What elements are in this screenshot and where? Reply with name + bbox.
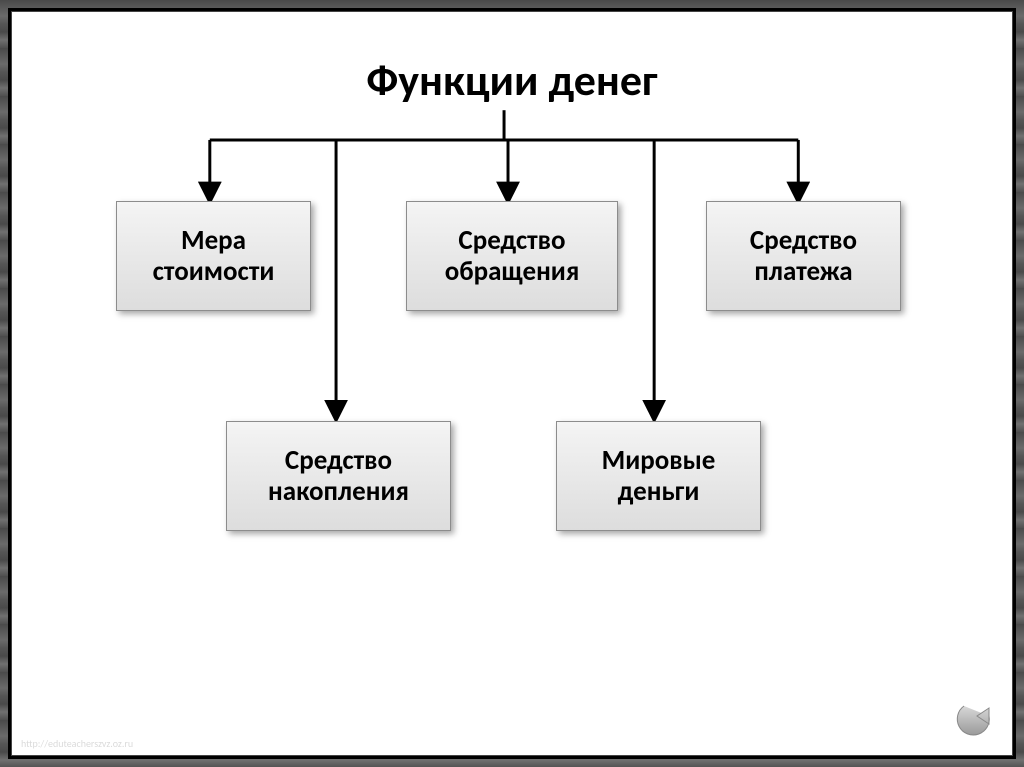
diagram-canvas: Функции денег Мерастоимости Средствообращ… [11,11,1013,756]
slide-frame: Функции денег Мерастоимости Средствообращ… [0,0,1024,767]
arrow-layer [11,11,1013,756]
node-n1: Мерастоимости [116,201,311,311]
node-n4: Средствонакопления [226,421,451,531]
node-n3: Средствоплатежа [706,201,901,311]
return-icon[interactable] [949,694,999,744]
slide-inner: Функции денег Мерастоимости Средствообращ… [8,8,1016,759]
watermark: http://eduteacherszvz.oz.ru [21,737,133,750]
node-n5: Мировыеденьги [556,421,761,531]
node-n2: Средствообращения [406,201,618,311]
diagram-title: Функции денег [11,53,1013,107]
